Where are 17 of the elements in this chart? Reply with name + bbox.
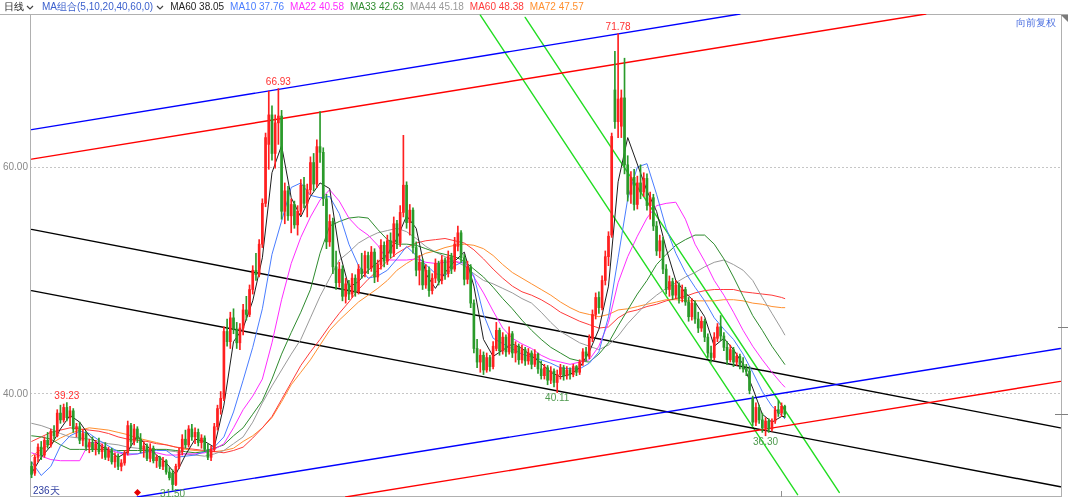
annotation: 39.23	[54, 390, 80, 402]
annotation: 71.78	[605, 21, 632, 33]
annotation: 66.93	[265, 76, 292, 88]
y-tick-label: 60.00	[2, 160, 29, 172]
text: MA60 38.05	[170, 1, 225, 13]
text: MA22 40.58	[290, 1, 344, 13]
annotation: 236天	[33, 485, 60, 497]
text: MA72 47.57	[529, 1, 584, 13]
text: 日线	[4, 1, 24, 13]
y-tick-label: 40.00	[2, 387, 29, 399]
annotation: 40.11	[545, 392, 570, 404]
text: MA60 48.38	[469, 1, 524, 13]
text: MA44 45.18	[409, 1, 464, 13]
text: MA10 37.76	[230, 1, 285, 13]
annotation: 向前复权	[1016, 17, 1056, 29]
legend-title: MA组合(5,10,20,40,60,0)	[42, 1, 154, 13]
text: MA33 42.63	[349, 1, 404, 13]
